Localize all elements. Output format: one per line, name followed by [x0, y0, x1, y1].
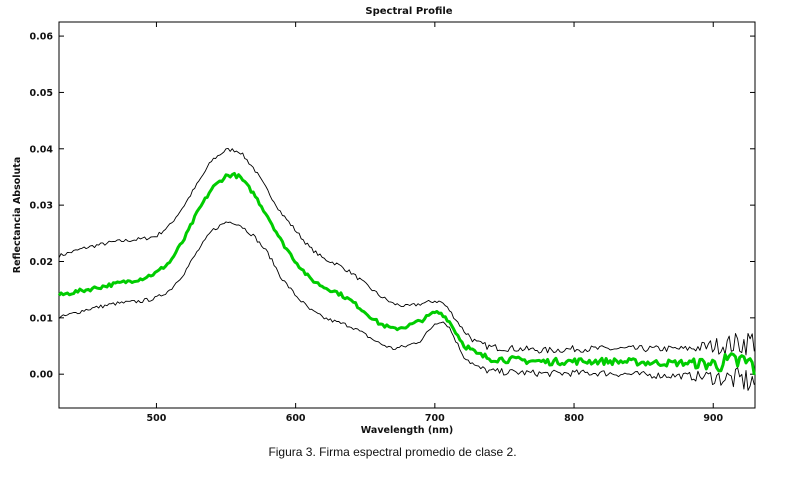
upper-bound-line — [58, 147, 755, 356]
x-tick-label: 600 — [286, 413, 306, 424]
x-axis: 500 600 700 800 900 — [147, 22, 724, 424]
x-tick-label: 500 — [147, 413, 167, 424]
series-layer — [57, 147, 756, 391]
lower-bound-line — [58, 221, 755, 391]
chart-title: Spectral Profile — [365, 6, 452, 17]
y-tick-label: 0.05 — [30, 88, 53, 99]
plot-frame — [58, 21, 756, 409]
y-tick-label: 0.00 — [30, 370, 54, 381]
y-tick-label: 0.03 — [30, 201, 53, 212]
x-axis-label: Wavelength (nm) — [361, 425, 453, 436]
y-tick-label: 0.04 — [30, 144, 54, 155]
figure-caption: Figura 3. Firma espectral promedio de cl… — [268, 445, 517, 459]
mean-spectrum-line — [57, 172, 756, 376]
y-axis: 0.00 0.01 0.02 0.03 0.04 0.05 0.06 — [30, 32, 755, 381]
x-tick-label: 800 — [564, 413, 584, 424]
spectral-profile-chart: Spectral Profile 0.000.010.020.030.040.0… — [12, 6, 756, 436]
y-axis-label: Reflectancia Absoluta — [12, 157, 23, 274]
x-tick-label: 700 — [425, 413, 445, 424]
y-tick-label: 0.06 — [30, 32, 54, 43]
x-tick-label: 900 — [703, 413, 723, 424]
y-tick-label: 0.02 — [30, 257, 53, 268]
y-tick-label: 0.01 — [30, 313, 53, 324]
